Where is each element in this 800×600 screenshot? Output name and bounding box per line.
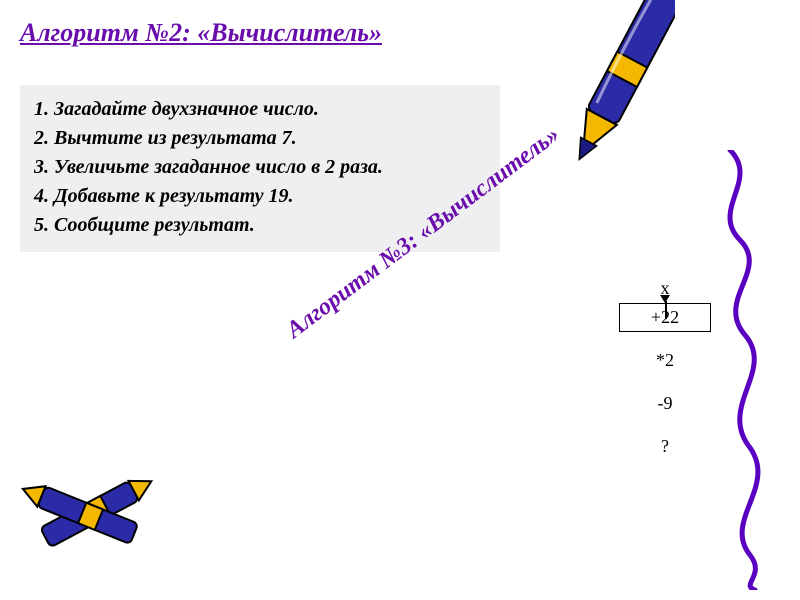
page-title: Алгоритм №2: «Вычислитель»: [20, 18, 382, 48]
squiggle-right-icon: [700, 150, 790, 590]
crayon-top-right-icon: [555, 0, 675, 210]
step-3: 3. Увеличьте загаданное число в 2 раза.: [34, 153, 486, 182]
crayons-bottom-left-icon: [20, 455, 160, 575]
step-2: 2. Вычтите из результата 7.: [34, 124, 486, 153]
step-4: 4. Добавьте к результату 19.: [34, 182, 486, 211]
step-1: 1. Загадайте двухзначное число.: [34, 95, 486, 124]
